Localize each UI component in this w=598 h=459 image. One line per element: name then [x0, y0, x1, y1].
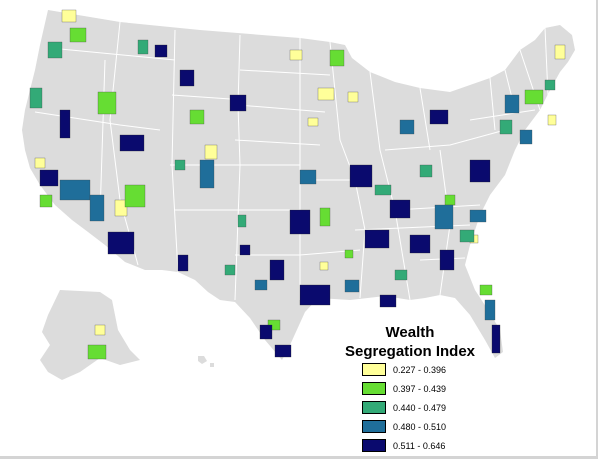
legend-label: 0.480 - 0.510	[393, 421, 447, 432]
legend-title-line-2: Segregation Index	[344, 343, 476, 360]
legend-label: 0.440 - 0.479	[393, 402, 447, 413]
alaska-outline	[40, 290, 140, 380]
land-layer	[22, 10, 575, 380]
legend-title-line-1: Wealth	[385, 324, 435, 341]
legend-item: 0.440 - 0.479	[362, 401, 446, 414]
legend-label: 0.227 - 0.396	[393, 364, 447, 375]
hawaii-outline	[198, 356, 214, 367]
legend-label: 0.397 - 0.439	[393, 383, 447, 394]
legend-item: 0.397 - 0.439	[362, 382, 446, 395]
regions-class-3	[29, 39, 556, 281]
legend-swatch	[362, 439, 386, 452]
metro-regions	[29, 9, 566, 360]
legend-swatch	[362, 401, 386, 414]
legend-swatch	[362, 420, 386, 433]
contiguous-us-outline	[22, 10, 575, 360]
regions-class-4	[59, 94, 533, 321]
legend-item: 0.480 - 0.510	[362, 420, 446, 433]
regions-class-5	[39, 44, 501, 358]
legend-item: 0.511 - 0.646	[362, 439, 445, 452]
legend: Wealth Segregation Index 0.227 - 0.396 0…	[330, 323, 490, 452]
legend-swatch	[362, 382, 386, 395]
legend-label: 0.511 - 0.646	[393, 440, 446, 451]
regions-class-2	[39, 27, 544, 360]
legend-title: Wealth Segregation Index	[330, 323, 490, 361]
legend-swatch	[362, 363, 386, 376]
legend-item: 0.227 - 0.396	[362, 363, 446, 376]
